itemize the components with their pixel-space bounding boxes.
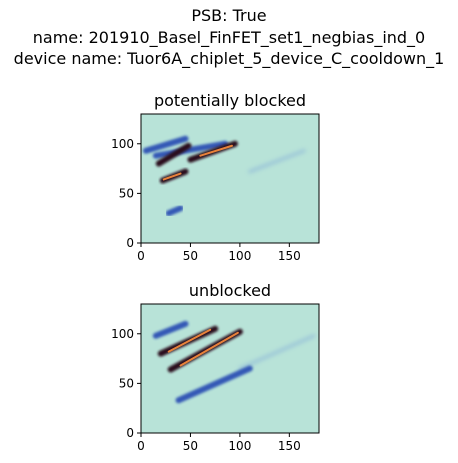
y-tick-label: 0 — [126, 236, 134, 250]
suptitle-line-2: name: 201910_Basel_FinFET_set1_negbias_i… — [32, 28, 426, 47]
ridge-hot-7 — [179, 331, 239, 367]
ridge-blue-2 — [142, 135, 189, 154]
x-tick-label: 100 — [228, 439, 251, 453]
y-tick-label: 50 — [119, 186, 134, 200]
heatmap-ridges — [152, 320, 316, 404]
suptitle-line-3: device name: Tuor6A_chiplet_5_device_C_c… — [13, 49, 445, 68]
x-tick-label: 50 — [183, 249, 198, 263]
x-tick-label: 100 — [228, 249, 251, 263]
heatmap-ridges — [142, 135, 306, 217]
suptitle-line-1: PSB: True — [191, 6, 267, 25]
heatmap-panel-1: potentially blocked 0 50 100 150 0 50 100 — [111, 91, 320, 263]
x-tick-label: 0 — [137, 439, 145, 453]
ridge-blue-3 — [152, 140, 229, 159]
ridge-blue-3 — [152, 320, 189, 339]
x-tick-label: 0 — [137, 249, 145, 263]
axes-frame — [140, 113, 320, 244]
y-tick-label: 50 — [119, 376, 134, 390]
panel-title: unblocked — [189, 281, 271, 300]
ridge-faint-1 — [238, 334, 316, 370]
ridge-blue-2 — [175, 365, 253, 404]
ridge-hot-7 — [199, 144, 233, 157]
ridge-faint-1 — [248, 149, 306, 174]
ridge-blue-9 — [165, 205, 184, 217]
y-tick-label: 0 — [126, 426, 134, 440]
heatmap-panel-2: unblocked 0 50 100 150 0 50 100 — [111, 281, 320, 453]
x-tick-label: 150 — [278, 249, 301, 263]
x-tick-label: 50 — [183, 439, 198, 453]
y-tick-label: 100 — [111, 327, 134, 341]
panel-title: potentially blocked — [154, 91, 306, 110]
x-tick-label: 150 — [278, 439, 301, 453]
ridge-dark-4 — [155, 142, 192, 167]
y-tick-label: 100 — [111, 137, 134, 151]
ridge-hot-6 — [167, 328, 212, 353]
axes-frame — [140, 303, 320, 434]
heatmap-background — [141, 304, 319, 433]
ridge-hot-8 — [162, 172, 182, 181]
